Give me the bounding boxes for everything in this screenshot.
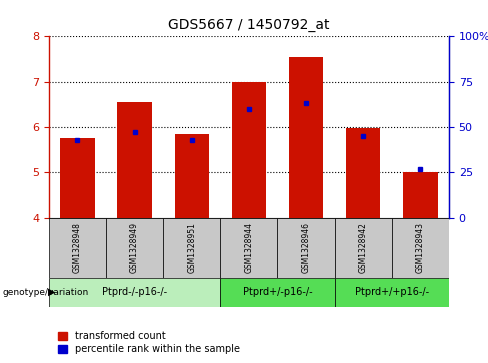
Bar <box>175 134 209 218</box>
Text: GSM1328943: GSM1328943 <box>416 222 425 273</box>
Bar <box>118 102 152 218</box>
Bar <box>335 278 449 307</box>
Bar <box>289 57 323 218</box>
Text: Ptprd+/-p16-/-: Ptprd+/-p16-/- <box>243 287 312 297</box>
Bar <box>163 218 220 278</box>
Bar <box>106 218 163 278</box>
Text: GSM1328949: GSM1328949 <box>130 222 139 273</box>
Text: ▶: ▶ <box>48 287 55 297</box>
Text: GSM1328946: GSM1328946 <box>302 222 310 273</box>
Bar <box>220 218 278 278</box>
Text: genotype/variation: genotype/variation <box>2 288 89 297</box>
Text: GSM1328948: GSM1328948 <box>73 222 82 273</box>
Text: GSM1328944: GSM1328944 <box>244 222 253 273</box>
Bar <box>49 278 220 307</box>
Bar <box>278 218 335 278</box>
Legend: transformed count, percentile rank within the sample: transformed count, percentile rank withi… <box>54 327 244 358</box>
Bar <box>403 172 438 218</box>
Title: GDS5667 / 1450792_at: GDS5667 / 1450792_at <box>168 19 329 33</box>
Text: GSM1328942: GSM1328942 <box>359 222 368 273</box>
Text: GSM1328951: GSM1328951 <box>187 222 196 273</box>
Text: Ptprd-/-p16-/-: Ptprd-/-p16-/- <box>102 287 167 297</box>
Bar <box>220 278 335 307</box>
Bar <box>60 138 95 218</box>
Bar <box>335 218 392 278</box>
Bar <box>232 82 266 218</box>
Bar <box>392 218 449 278</box>
Text: Ptprd+/+p16-/-: Ptprd+/+p16-/- <box>355 287 429 297</box>
Bar <box>346 128 380 218</box>
Bar <box>49 218 106 278</box>
